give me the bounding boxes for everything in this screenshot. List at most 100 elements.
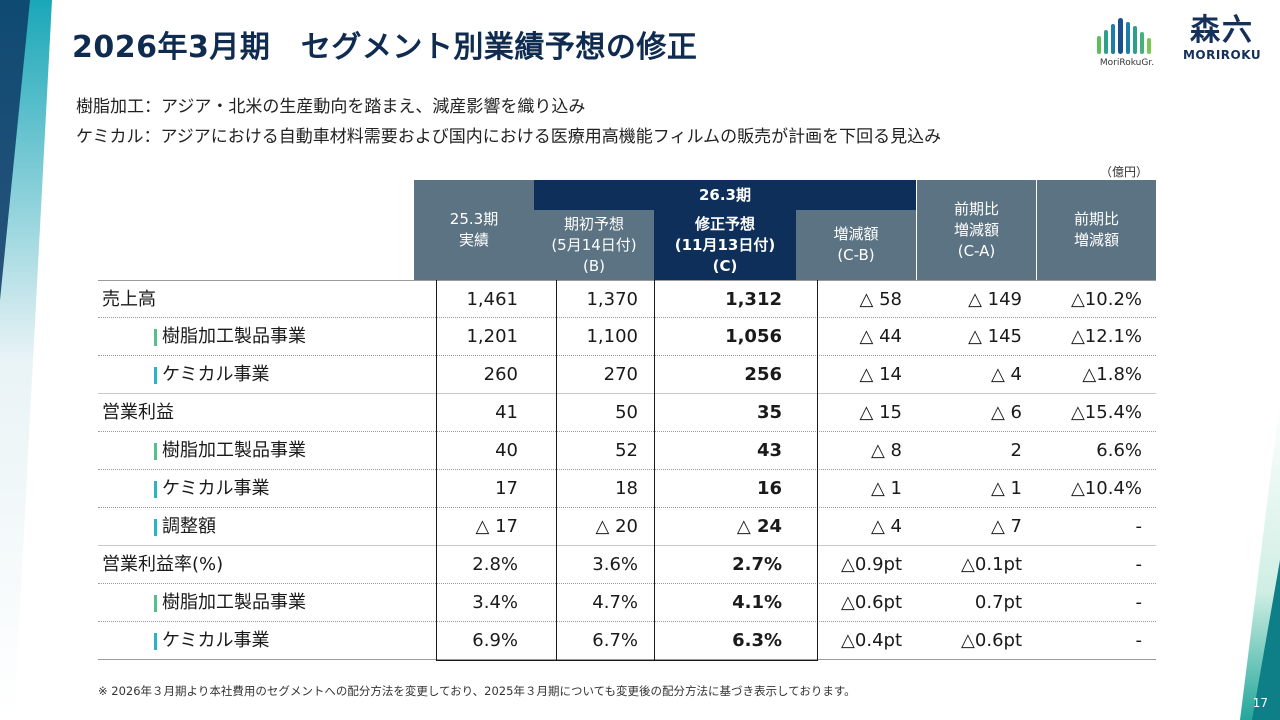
page-number: 17: [1252, 696, 1268, 710]
row-label: 営業利益率(%): [102, 554, 224, 575]
cell-value: 50: [615, 402, 638, 423]
cell-value: 18: [615, 478, 638, 499]
cell-value: -: [1135, 592, 1143, 613]
segment-forecast-table: 25.3期 実績 26.3期 期初予想 (5月14日付) (B) 修正予想 (1…: [98, 180, 1156, 660]
cell-value: 3.4%: [472, 592, 518, 613]
cell-value: △ 7: [990, 516, 1022, 537]
group-logo-icon: [1097, 18, 1151, 54]
cell-value: △ 4: [990, 364, 1022, 385]
table-row: 売上高 1,461 1,370 1,312 △ 58 △ 149 △10.2%: [98, 280, 1156, 318]
cell-value: 43: [756, 440, 782, 461]
table-row: 営業利益 41 50 35 △ 15 △ 6 △15.4%: [98, 394, 1156, 432]
row-label: 調整額: [162, 516, 216, 537]
cell-value: △0.9pt: [841, 554, 902, 575]
cell-value: △ 149: [968, 289, 1022, 310]
cell-value: -: [1135, 554, 1143, 575]
cell-value: 2.8%: [472, 554, 518, 575]
row-label: ケミカル事業: [162, 630, 270, 651]
group-logo-caption: MoriRokuGr.: [1099, 58, 1155, 68]
row-label: 営業利益: [102, 402, 174, 423]
cell-value: △15.4%: [1070, 402, 1142, 423]
segment-marker: [154, 633, 157, 650]
cell-value: 35: [756, 402, 782, 423]
table-row: ケミカル事業 17 18 16 △ 1 △ 1 △10.4%: [98, 470, 1156, 508]
right-decoration: [1240, 400, 1280, 720]
cell-value: 4.7%: [592, 592, 638, 613]
logo-kanji: 森六: [1190, 13, 1254, 48]
left-decoration: [0, 0, 52, 720]
cell-value: 1,100: [586, 326, 638, 347]
cell-value: 1,312: [725, 289, 782, 310]
cell-value: △ 8: [870, 440, 902, 461]
row-label: ケミカル事業: [162, 478, 270, 499]
header-initial-forecast: 期初予想 (5月14日付) (B): [534, 210, 654, 280]
header-revised-forecast: 修正予想 (11月13日付) (C): [654, 210, 796, 280]
cell-value: 270: [603, 364, 638, 385]
cell-value: 0.7pt: [974, 592, 1022, 613]
moriroku-logo: 森六 MORIROKU: [1180, 14, 1264, 74]
cell-value: △ 20: [595, 516, 638, 537]
cell-value: 2: [1010, 440, 1022, 461]
logo-romaji: MORIROKU: [1182, 48, 1262, 62]
table-row: 樹脂加工製品事業 40 52 43 △ 8 2 6.6%: [98, 432, 1156, 470]
table-row: 樹脂加工製品事業 1,201 1,100 1,056 △ 44 △ 145 △12.1%: [98, 318, 1156, 356]
cell-value: △10.2%: [1070, 289, 1142, 310]
table-row: 樹脂加工製品事業 3.4% 4.7% 4.1% △0.6pt 0.7pt -: [98, 584, 1156, 622]
table-row: ケミカル事業 6.9% 6.7% 6.3% △0.4pt △0.6pt -: [98, 622, 1156, 660]
note-chemical: ケミカル：アジアにおける自動車材料需要および国内における医療用高機能フィルムの販…: [76, 127, 942, 147]
frame-divider: [654, 280, 655, 661]
cell-value: 1,056: [725, 326, 782, 347]
cell-value: △ 58: [859, 289, 902, 310]
cell-value: △10.4%: [1070, 478, 1142, 499]
table-body: 売上高 1,461 1,370 1,312 △ 58 △ 149 △10.2% 樹脂加工製品事…: [98, 280, 1156, 660]
cell-value: △0.6pt: [841, 592, 902, 613]
cell-value: △ 15: [859, 402, 902, 423]
cell-value: -: [1135, 630, 1143, 651]
cell-value: △0.6pt: [961, 630, 1022, 651]
cell-value: △0.1pt: [961, 554, 1022, 575]
cell-value: △ 6: [990, 402, 1022, 423]
cell-value: 1,370: [586, 289, 638, 310]
cell-value: △12.1%: [1070, 326, 1142, 347]
cell-value: 52: [615, 440, 638, 461]
cell-value: △0.4pt: [841, 630, 902, 651]
cell-value: △ 1: [870, 478, 902, 499]
header-actual: 25.3期 実績: [414, 180, 534, 280]
cell-value: 6.3%: [732, 630, 782, 651]
row-label: 樹脂加工製品事業: [162, 592, 306, 613]
cell-value: 6.9%: [472, 630, 518, 651]
cell-value: 16: [756, 478, 782, 499]
unit-label: （億円）: [1100, 165, 1149, 179]
row-label: 樹脂加工製品事業: [162, 440, 306, 461]
cell-value: 41: [495, 402, 518, 423]
cell-value: △ 145: [968, 326, 1022, 347]
header-yoy: 前期比 増減額 (C-A): [916, 180, 1036, 280]
table-row: 営業利益率(%) 2.8% 3.6% 2.7% △0.9pt △0.1pt -: [98, 546, 1156, 584]
cell-value: 1,461: [466, 289, 518, 310]
cell-value: 40: [495, 440, 518, 461]
cell-value: △ 24: [736, 516, 782, 537]
cell-value: 256: [744, 364, 782, 385]
segment-marker: [154, 329, 157, 346]
segment-marker: [154, 367, 157, 384]
cell-value: 4.1%: [732, 592, 782, 613]
table-header: 25.3期 実績 26.3期 期初予想 (5月14日付) (B) 修正予想 (1…: [98, 180, 1156, 280]
cell-value: 1,201: [466, 326, 518, 347]
cell-value: △ 1: [990, 478, 1022, 499]
cell-value: △ 17: [475, 516, 518, 537]
segment-marker: [154, 595, 157, 612]
header-diff: 増減額 (C-B): [796, 210, 916, 280]
page-title: 2026年3月期 セグメント別業績予想の修正: [72, 30, 698, 65]
cell-value: 3.6%: [592, 554, 638, 575]
row-label: ケミカル事業: [162, 364, 270, 385]
cell-value: △1.8%: [1082, 364, 1142, 385]
moriroku-group-logo: MoriRokuGr.: [1094, 16, 1160, 72]
table-row: ケミカル事業 260 270 256 △ 14 △ 4 △1.8%: [98, 356, 1156, 394]
cell-value: 2.7%: [732, 554, 782, 575]
footnote: ※ 2026年３月期より本社費用のセグメントへの配分方法を変更しており、2025…: [98, 684, 856, 698]
cell-value: △ 44: [859, 326, 902, 347]
note-resin: 樹脂加工：アジア・北米の生産動向を踏まえ、減産影響を織り込み: [76, 97, 586, 117]
segment-marker: [154, 481, 157, 498]
cell-value: △ 4: [870, 516, 902, 537]
cell-value: 260: [483, 364, 518, 385]
